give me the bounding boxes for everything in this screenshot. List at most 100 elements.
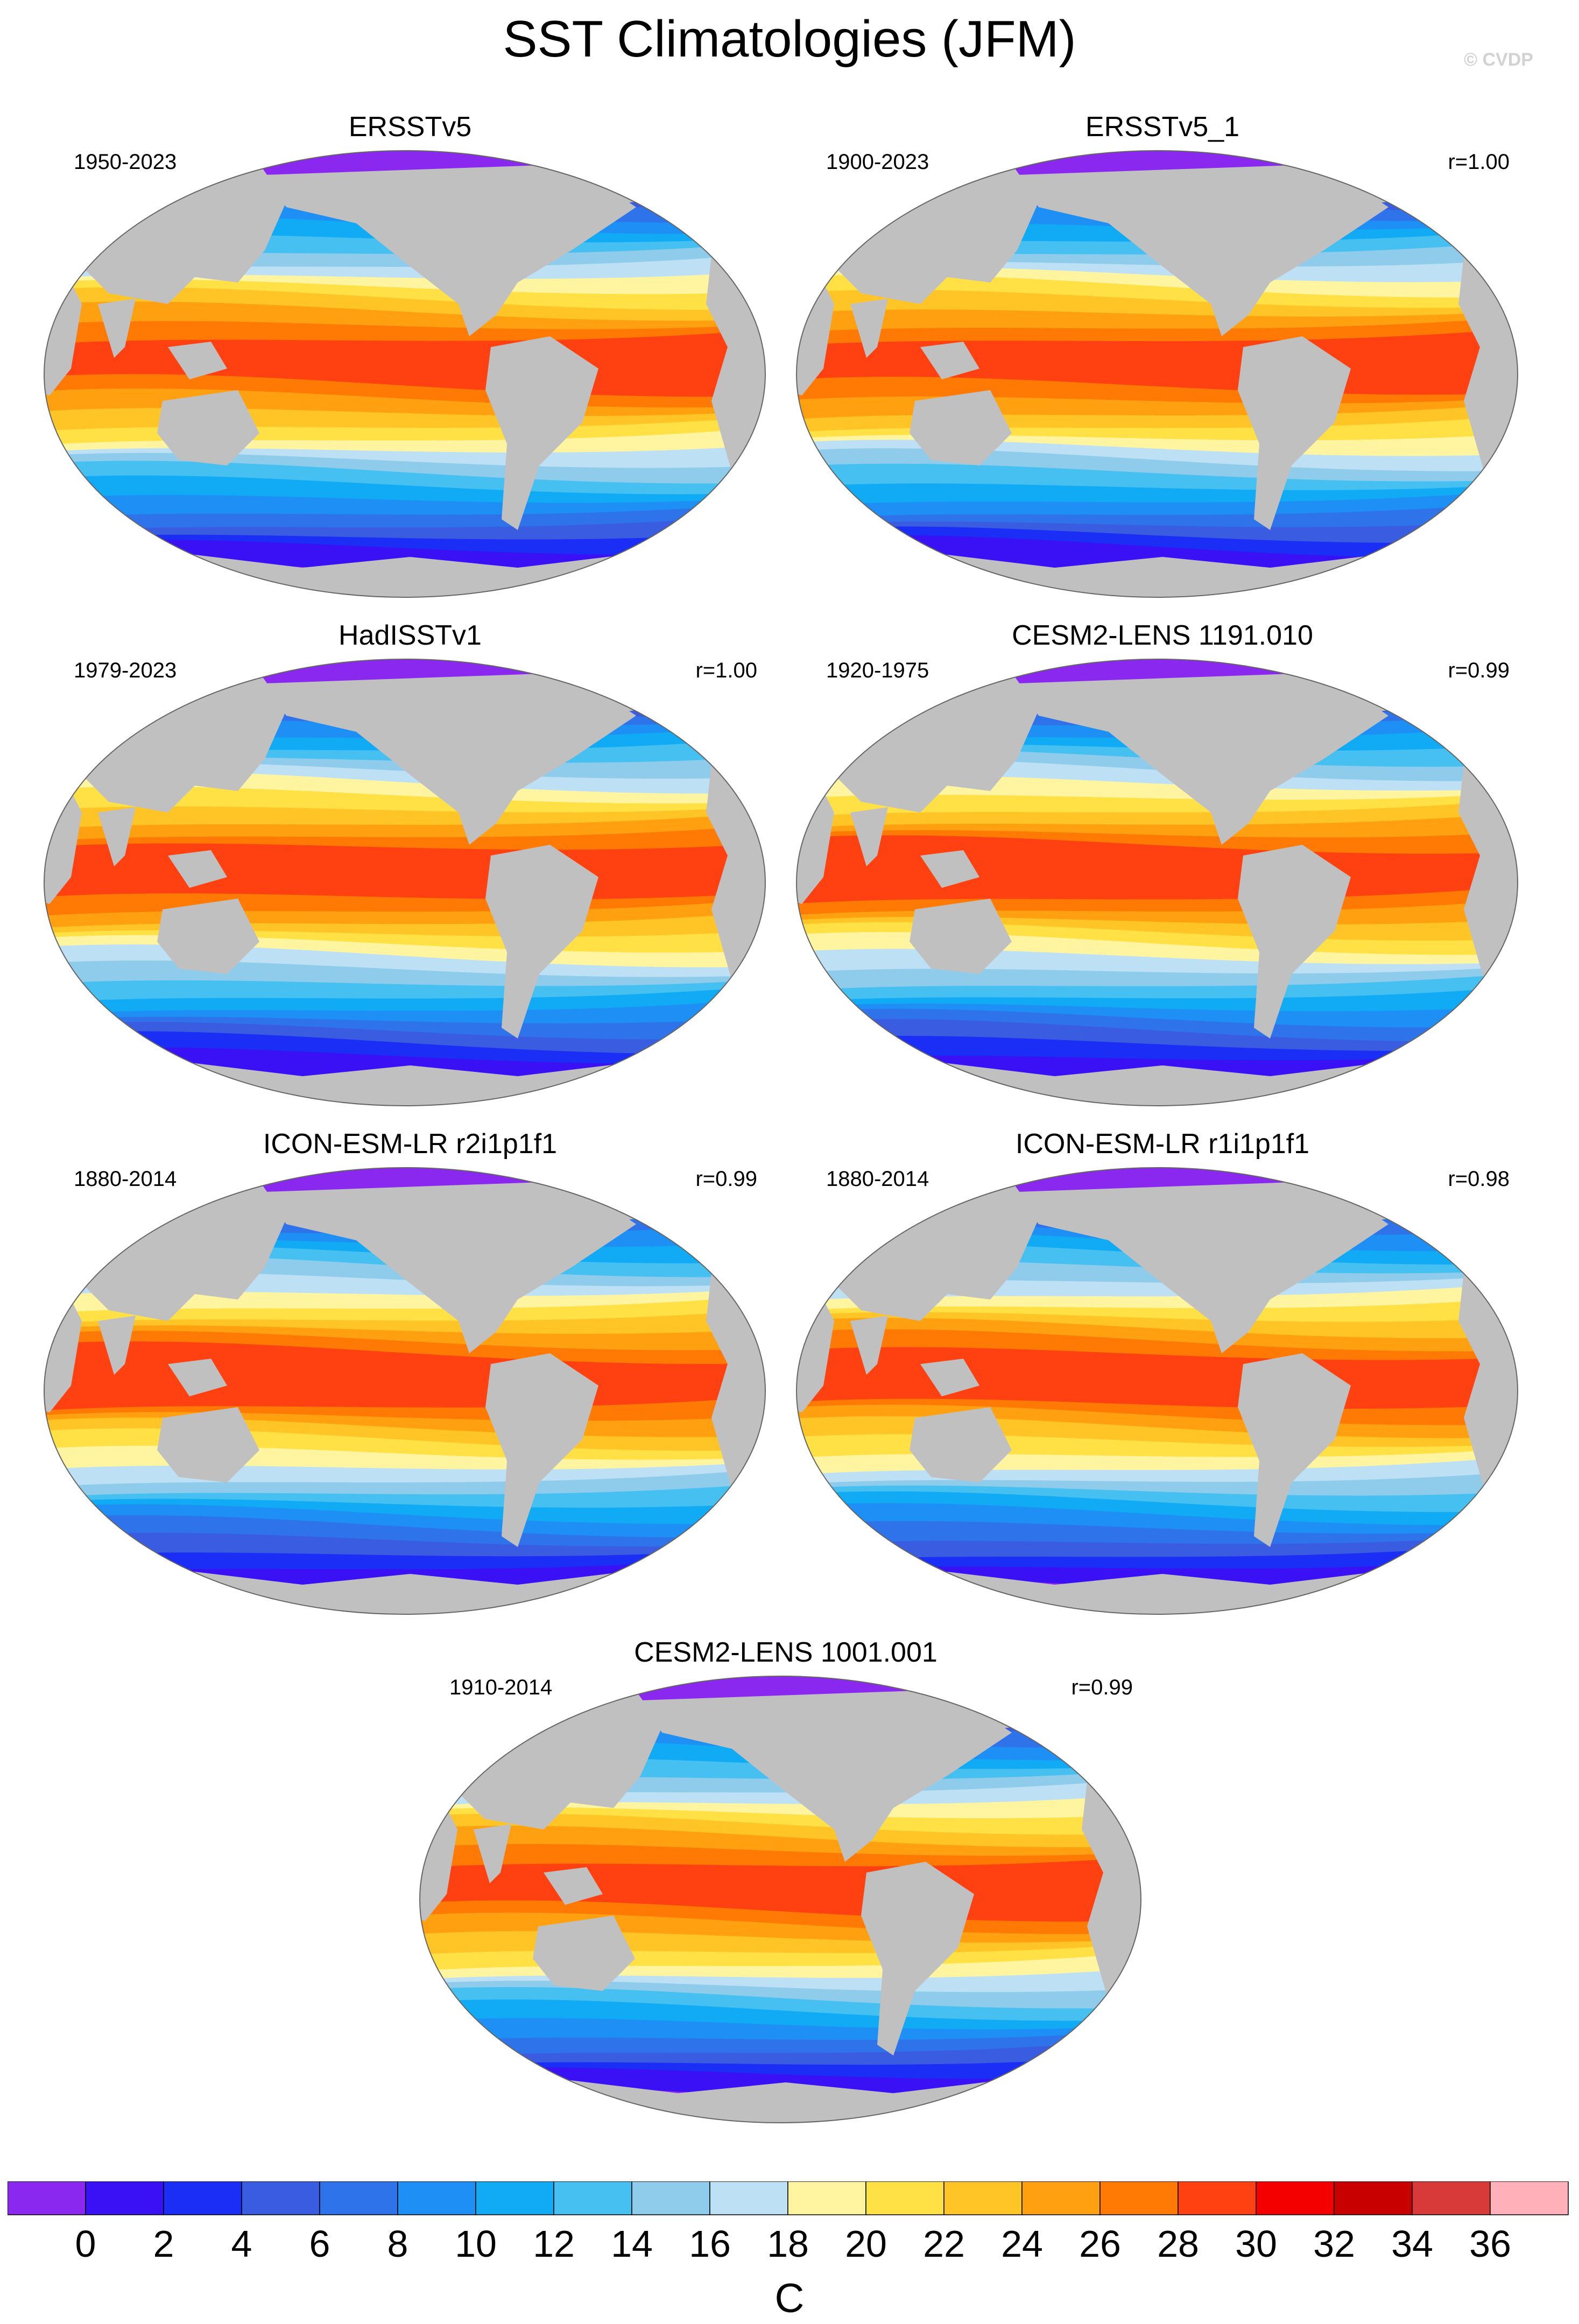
colorbar-tick-label: 18 — [767, 2223, 809, 2265]
colorbar-tick-label: 10 — [455, 2223, 497, 2265]
maritime-continent — [544, 1867, 603, 1905]
panel-correlation: r=0.98 — [1448, 1167, 1510, 1191]
world-map — [796, 150, 1518, 598]
colorbar-unit: C — [774, 2276, 805, 2321]
world-map — [796, 659, 1518, 1106]
panel-correlation: r=1.00 — [695, 659, 757, 682]
world-map — [419, 1676, 1141, 2123]
map-panel: ICON-ESM-LR r2i1p1f1 1880-2014 r=0.99 — [33, 1127, 787, 1633]
panel-years: 1910-2014 — [449, 1676, 553, 1699]
map-panel: ERSSTv5 1950-2023 — [33, 110, 787, 616]
maritime-continent — [920, 342, 979, 379]
colorbar-box — [397, 2181, 476, 2215]
panel-title: ERSSTv5 — [348, 111, 472, 143]
colorbar-box — [319, 2181, 398, 2215]
maritime-continent — [920, 1359, 979, 1396]
colorbar-tick-label: 34 — [1391, 2223, 1433, 2265]
colorbar-box — [1412, 2181, 1491, 2215]
panel-years: 1880-2014 — [74, 1167, 177, 1191]
world-map — [796, 1167, 1518, 1615]
australia-landmass — [533, 1916, 635, 1991]
australia-landmass — [157, 1407, 259, 1482]
panel-title: CESM2-LENS 1001.001 — [634, 1637, 937, 1668]
colorbar-box — [943, 2181, 1023, 2215]
north-america-landmass — [265, 164, 636, 336]
colorbar-tick-label: 30 — [1235, 2223, 1277, 2265]
panel-years: 1979-2023 — [74, 659, 177, 682]
panel-years: 1950-2023 — [74, 150, 177, 174]
panel-correlation: r=0.99 — [1071, 1676, 1133, 1699]
south-america-landmass — [1238, 845, 1351, 1039]
colorbar-tick-label: 6 — [309, 2223, 330, 2265]
map-panel: CESM2-LENS 1191.010 1920-1975 r=0.99 — [786, 619, 1539, 1125]
map-panel: ERSSTv5_1 1900-2023 r=1.00 — [786, 110, 1539, 616]
panel-years: 1900-2023 — [826, 150, 929, 174]
map-panel: HadISSTv1 1979-2023 r=1.00 — [33, 619, 787, 1125]
maritime-continent — [920, 850, 979, 888]
colorbar-tick-label: 32 — [1313, 2223, 1355, 2265]
north-america-landmass — [1017, 1181, 1388, 1353]
india-landmass — [98, 299, 136, 358]
map-panel: ICON-ESM-LR r1i1p1f1 1880-2014 r=0.98 — [786, 1127, 1539, 1633]
south-america-landmass — [485, 336, 598, 530]
colorbar-box — [8, 2181, 86, 2215]
panel-title: ERSSTv5_1 — [1085, 111, 1240, 143]
colorbar-tick-label: 28 — [1157, 2223, 1199, 2265]
colorbar-box — [553, 2181, 632, 2215]
south-america-landmass — [485, 845, 598, 1039]
colorbar-tick-label: 12 — [533, 2223, 575, 2265]
colorbar-box — [475, 2181, 554, 2215]
panel-years: 1920-1975 — [826, 659, 929, 682]
panel-correlation: r=0.99 — [1448, 659, 1510, 682]
colorbar-tick-label: 16 — [689, 2223, 731, 2265]
maritime-continent — [168, 342, 227, 379]
world-map — [44, 150, 766, 598]
panel-title: ICON-ESM-LR r1i1p1f1 — [1015, 1128, 1310, 1160]
colorbar-box — [709, 2181, 788, 2215]
map-outline — [796, 1167, 1518, 1615]
australia-landmass — [910, 1407, 1012, 1482]
map-outline — [44, 659, 766, 1106]
colorbar-box — [163, 2181, 242, 2215]
north-america-landmass — [1017, 673, 1388, 845]
colorbar-tick-label: 14 — [611, 2223, 653, 2265]
colorbar-box — [1021, 2181, 1101, 2215]
colorbar-tick-label: 22 — [923, 2223, 965, 2265]
colorbar-tick-label: 8 — [387, 2223, 408, 2265]
india-landmass — [98, 1316, 136, 1375]
australia-landmass — [157, 899, 259, 974]
north-america-landmass — [1017, 164, 1388, 336]
maritime-continent — [168, 850, 227, 888]
colorbar: 0 2 4 6 8 10 12 14 16 18 20 22 24 26 28 30 32 34 36 — [8, 2181, 1569, 2265]
india-landmass — [850, 299, 888, 358]
map-outline — [44, 150, 766, 598]
colorbar-box — [1490, 2181, 1569, 2215]
colorbar-tick-label: 2 — [153, 2223, 174, 2265]
panel-title: ICON-ESM-LR r2i1p1f1 — [263, 1128, 558, 1160]
north-america-landmass — [640, 1690, 1012, 1862]
colorbar-box — [787, 2181, 866, 2215]
colorbar-box — [241, 2181, 320, 2215]
world-map — [44, 659, 766, 1106]
colorbar-tick-label: 36 — [1469, 2223, 1511, 2265]
panel-correlation: r=0.99 — [695, 1167, 757, 1191]
south-america-landmass — [1238, 1353, 1351, 1547]
australia-landmass — [157, 390, 259, 465]
colorbar-box — [1334, 2181, 1413, 2215]
north-america-landmass — [265, 673, 636, 845]
panel-title: CESM2-LENS 1191.010 — [1012, 620, 1313, 651]
maritime-continent — [168, 1359, 227, 1396]
colorbar-box — [1178, 2181, 1257, 2215]
map-outline — [796, 150, 1518, 598]
world-map — [44, 1167, 766, 1615]
india-landmass — [98, 807, 136, 866]
south-america-landmass — [1238, 336, 1351, 530]
map-outline — [796, 659, 1518, 1106]
india-landmass — [850, 807, 888, 866]
colorbar-box — [631, 2181, 710, 2215]
panel-years: 1880-2014 — [826, 1167, 929, 1191]
colorbar-box — [1099, 2181, 1179, 2215]
watermark: © CVDP — [1464, 50, 1533, 70]
colorbar-tick-label: 24 — [1001, 2223, 1043, 2265]
figure-title: SST Climatologies (JFM) — [503, 10, 1076, 68]
